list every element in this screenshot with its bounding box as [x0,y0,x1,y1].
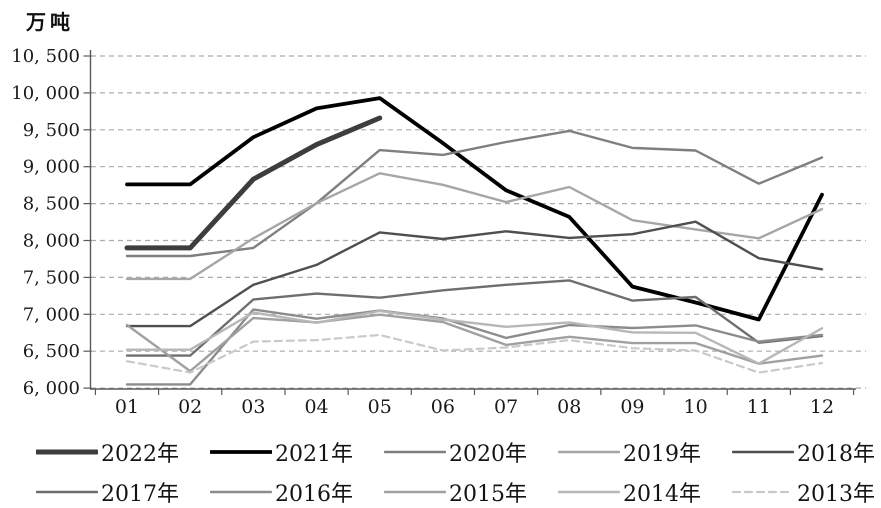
legend: 2022年 2021年 2020年 2019年 2018年 2017年 2016年 2015年… [0,432,881,508]
x-tick-label: 10 [684,396,708,418]
legend-swatch-2020年 [384,450,446,454]
y-tick-label: 6, 000 [23,378,80,399]
legend-row-1: 2022年 2021年 2020年 2019年 2018年 [0,432,881,472]
y-tick-label: 9, 500 [23,120,80,141]
x-tick-label: 05 [368,396,392,418]
legend-swatch-2021年 [210,450,272,454]
series-line-2015年 [125,313,824,373]
y-tick-label: 8, 000 [23,231,80,252]
series-line-2022年 [124,115,383,251]
legend-label-2022年: 2022年 [101,442,179,467]
legend-swatch-2022年 [36,449,98,455]
legend-label-2015年: 2015年 [449,482,527,507]
y-tick-label: 8, 500 [23,194,80,215]
legend-swatch-2017年 [36,490,98,494]
y-tick-label: 6, 500 [23,341,80,362]
x-tick-label: 01 [115,396,139,418]
legend-label-2020年: 2020年 [449,442,527,467]
legend-item-2021年: 2021年 [210,432,353,472]
legend-swatch-2019年 [558,450,620,454]
x-tick-label: 12 [810,396,834,418]
legend-swatch-2018年 [732,450,794,454]
series-line-2016年 [125,308,824,386]
legend-row-2: 2017年 2016年 2015年 2014年 2013年 [0,472,881,508]
legend-swatch-2015年 [384,490,446,494]
legend-item-2017年: 2017年 [36,472,179,508]
legend-label-2021年: 2021年 [275,442,353,467]
series-line-2014年 [125,309,824,365]
legend-item-2018年: 2018年 [732,432,875,472]
y-tick-label: 9, 000 [23,157,80,178]
y-tick-label: 7, 000 [23,304,80,325]
x-tick-label: 03 [241,396,265,418]
series-line-2019年 [125,172,824,281]
legend-item-2013年: 2013年 [732,472,875,508]
series-line-2021年 [125,96,824,322]
legend-item-2022年: 2022年 [36,432,179,472]
legend-label-2013年: 2013年 [797,482,875,507]
legend-label-2016年: 2016年 [275,482,353,507]
legend-label-2018年: 2018年 [797,442,875,467]
legend-item-2014年: 2014年 [558,472,701,508]
x-tick-label: 09 [620,396,644,418]
y-tick-label: 10, 000 [11,83,80,104]
y-axis-unit-label: 万吨 [26,10,74,34]
series-line-2020年 [125,129,824,258]
y-tick-label: 7, 500 [23,267,80,288]
series-line-2013年 [125,333,824,374]
legend-label-2017年: 2017年 [101,482,179,507]
legend-swatch-2016年 [210,490,272,494]
series-line-2018年 [125,220,824,328]
legend-swatch-2014年 [558,490,620,494]
x-tick-label: 06 [431,396,455,418]
x-tick-label: 08 [557,396,581,418]
series-line-2017年 [125,279,824,357]
y-tick-label: 10, 500 [11,46,80,67]
x-tick-label: 11 [747,396,771,418]
x-tick-label: 07 [494,396,518,418]
plot-area: 10, 500 10, 000 9, 500 9, 000 8, 500 8, 000 7,… [11,46,866,418]
legend-item-2015年: 2015年 [384,472,527,508]
legend-label-2019年: 2019年 [623,442,701,467]
legend-swatch-2013年 [732,490,794,494]
legend-item-2019年: 2019年 [558,432,701,472]
legend-item-2016年: 2016年 [210,472,353,508]
legend-item-2020年: 2020年 [384,432,527,472]
legend-label-2014年: 2014年 [623,482,701,507]
x-tick-label: 04 [304,396,328,418]
x-tick-label: 02 [178,396,202,418]
